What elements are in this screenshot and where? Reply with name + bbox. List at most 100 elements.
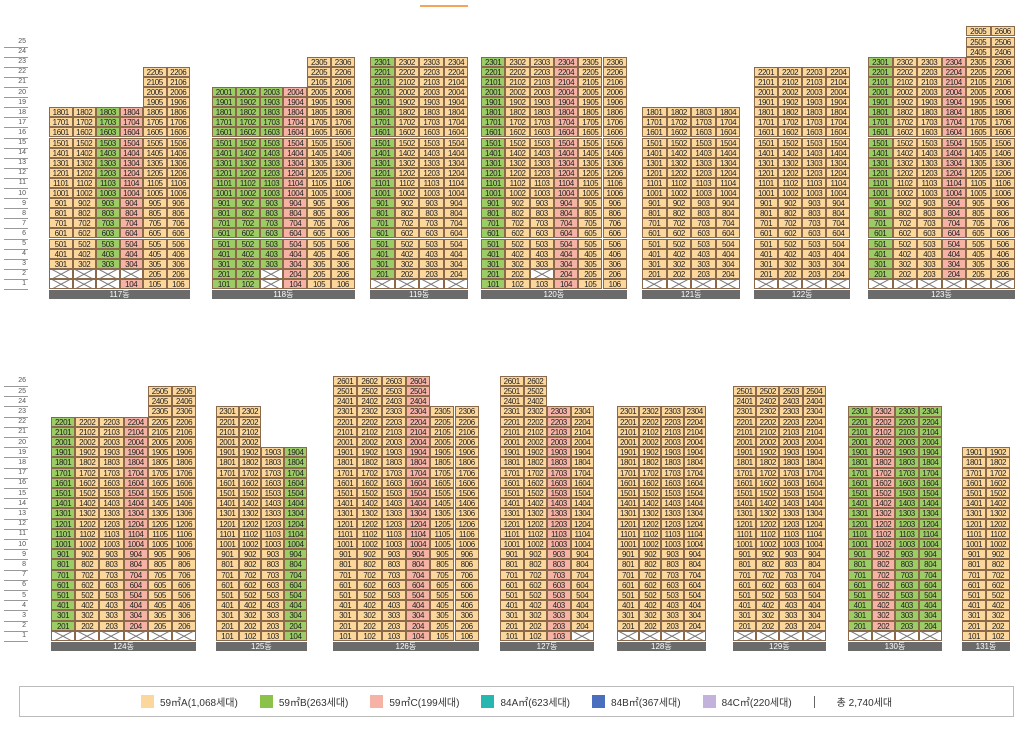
unit-cell: 406	[990, 248, 1015, 259]
unit-cell: 1704	[405, 467, 431, 478]
unit-cell: 2001	[51, 437, 76, 448]
unit-cell: 1101	[370, 177, 395, 188]
unit-cell: 2201	[617, 416, 640, 427]
unit-cell: 1902	[639, 447, 662, 458]
unit-cell: 1403	[261, 498, 285, 509]
unit-cell: 2404	[405, 396, 431, 407]
unit-cell: 1503	[259, 137, 284, 148]
building-name-bar: 129동	[733, 642, 826, 651]
unit-cell: 1004	[683, 539, 706, 550]
floor-gridline	[4, 107, 28, 109]
unit-cell: 1205	[147, 518, 172, 529]
unit-cell: 1505	[966, 137, 991, 148]
unit-cell: 501	[754, 238, 779, 249]
legend-swatch	[140, 695, 154, 708]
unit-cell: 1303	[661, 508, 684, 519]
unit-cell: 1006	[331, 188, 355, 199]
unit-cell: 1404	[443, 147, 469, 158]
legend-label: 59㎡C(199세대)	[389, 698, 460, 709]
floor-gridline	[4, 620, 28, 622]
unit-cell: 1702	[666, 117, 692, 128]
unit-cell: 603	[661, 579, 684, 590]
unit-cell: 303	[259, 258, 284, 269]
unit-cell: 1202	[505, 167, 530, 178]
unit-cell: 903	[661, 549, 684, 560]
unit-cell: 2301	[500, 406, 524, 417]
unit-cell: 101	[216, 630, 239, 641]
unit-cell: 1803	[99, 457, 124, 468]
legend-swatch	[370, 695, 384, 708]
floor-gridline	[4, 278, 28, 280]
unit-cell: 1302	[986, 508, 1010, 519]
unit-cell: 1203	[691, 167, 716, 178]
floor-gridline	[4, 167, 28, 169]
unit-cell: 2202	[238, 416, 262, 427]
unit-cell: 905	[578, 198, 603, 209]
unit-cell: 1602	[394, 127, 420, 138]
unit-cell: 301	[216, 610, 239, 621]
unit-cell: 901	[216, 549, 239, 560]
unit-cell: 602	[639, 579, 662, 590]
unit-cell: 301	[370, 258, 395, 269]
unit-cell: 1403	[419, 147, 444, 158]
unit-cell: 1804	[119, 107, 143, 118]
floor-label: 16	[18, 479, 26, 487]
floor-label: 11	[18, 530, 26, 538]
unit-cell: 2103	[99, 426, 124, 437]
unit-cell: 803	[259, 208, 284, 219]
unit-cell: 1003	[261, 539, 285, 550]
unit-cell: 1102	[871, 528, 895, 539]
unit-cell: 2002	[892, 87, 917, 98]
unit-cell: 204	[570, 620, 594, 631]
unit-cell: 2503	[779, 386, 803, 397]
unit-cell: 401	[962, 600, 986, 611]
unit-cell: 1806	[990, 107, 1015, 118]
unit-cell: 2303	[661, 406, 684, 417]
unit-cell: 1404	[570, 498, 594, 509]
unit-cell: 1605	[578, 127, 603, 138]
floor-gridline	[4, 406, 28, 408]
empty-unit-cell	[733, 630, 757, 641]
unit-cell: 303	[261, 610, 285, 621]
unit-cell: 1904	[123, 447, 148, 458]
unit-cell: 2303	[529, 56, 554, 67]
unit-cell: 1004	[283, 188, 308, 199]
floor-label: 3	[22, 611, 26, 619]
empty-unit-cell	[802, 630, 826, 641]
unit-cell: 1602	[986, 477, 1010, 488]
unit-cell: 1903	[917, 97, 942, 108]
unit-cell: 204	[918, 620, 942, 631]
unit-cell: 1606	[602, 127, 627, 138]
unit-cell: 2305	[578, 56, 603, 67]
unit-cell: 1402	[639, 498, 662, 509]
unit-cell: 2205	[147, 416, 172, 427]
unit-cell: 1404	[802, 498, 826, 509]
unit-cell: 1706	[454, 467, 479, 478]
unit-cell: 2302	[756, 406, 780, 417]
floor-gridline	[4, 630, 28, 632]
unit-cell: 1105	[966, 177, 991, 188]
unit-cell: 1404	[715, 147, 741, 158]
unit-cell: 1901	[51, 447, 76, 458]
unit-cell: 1403	[895, 498, 919, 509]
unit-cell: 1002	[505, 188, 530, 199]
unit-cell: 502	[756, 590, 780, 601]
unit-cell: 905	[307, 198, 331, 209]
empty-unit-cell	[394, 278, 420, 289]
unit-cell: 2302	[523, 406, 547, 417]
unit-cell: 1003	[661, 539, 684, 550]
unit-cell: 1301	[370, 157, 395, 168]
unit-cell: 103	[529, 278, 554, 289]
unit-cell: 2302	[892, 56, 917, 67]
unit-cell: 203	[661, 620, 684, 631]
unit-cell: 1602	[666, 127, 692, 138]
empty-unit-cell	[895, 630, 919, 641]
unit-cell: 1904	[826, 97, 851, 108]
unit-cell: 805	[578, 208, 603, 219]
unit-cell: 2002	[639, 437, 662, 448]
unit-cell: 301	[51, 610, 76, 621]
empty-unit-cell	[443, 278, 469, 289]
unit-cell: 1603	[529, 127, 554, 138]
unit-cell: 1705	[966, 117, 991, 128]
floor-gridline	[4, 268, 28, 270]
